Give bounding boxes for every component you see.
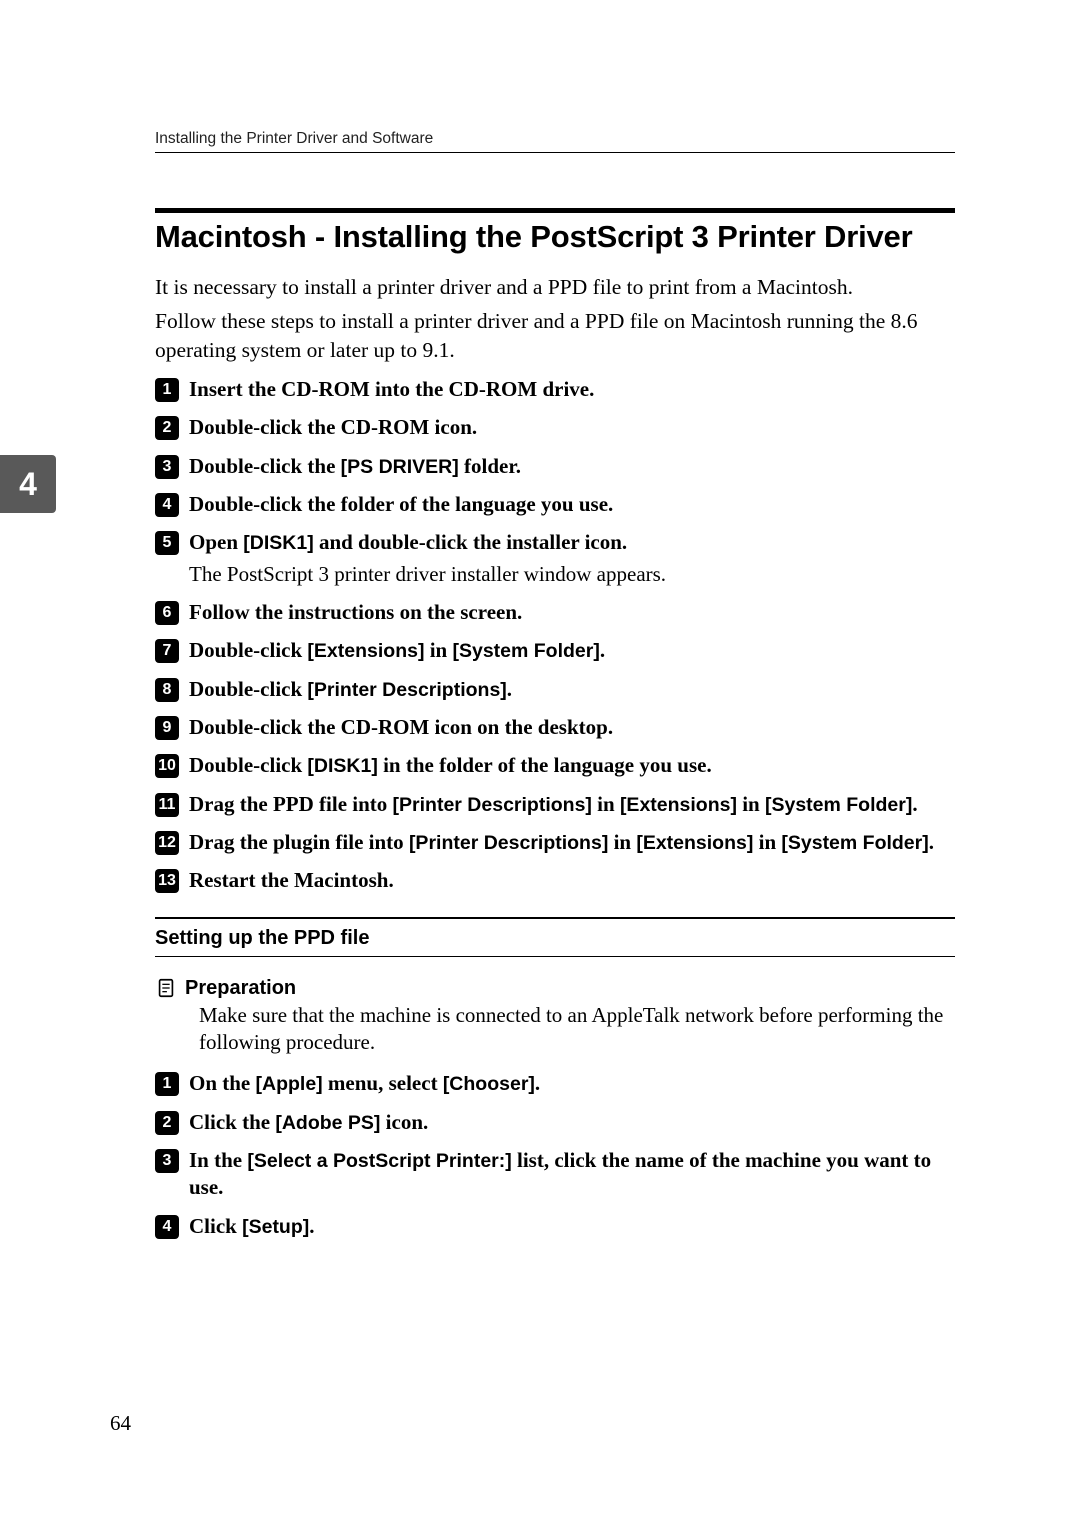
numbered-step: 10 Double-click [DISK1] in the folder of … [155,752,955,779]
ui-label: [Printer Descriptions] [409,832,608,854]
step-text: Open [DISK1] and double-click the instal… [189,529,627,556]
ui-label: [Extensions] [636,832,753,854]
head-rule [155,152,955,153]
numbered-step: 1 Insert the CD-ROM into the CD-ROM drive… [155,376,955,403]
step-number-badge: 2 [155,416,179,440]
ui-label: [System Folder] [765,794,912,816]
page-number: 64 [110,1411,131,1436]
step-text: Restart the Macintosh. [189,867,394,894]
numbered-step: 13 Restart the Macintosh. [155,867,955,894]
step-text: Double-click [DISK1] in the folder of th… [189,752,712,779]
numbered-step: 8 Double-click [Printer Descriptions]. [155,676,955,703]
running-head: Installing the Printer Driver and Softwa… [155,130,955,148]
step-number-badge: 8 [155,678,179,702]
step-text: Double-click the [PS DRIVER] folder. [189,453,521,480]
section-title: Macintosh - Installing the PostScript 3 … [155,219,955,255]
step-text: Double-click [Extensions] in [System Fol… [189,637,605,664]
preparation-label: Preparation [185,977,296,1000]
numbered-step: 12 Drag the plugin file into [Printer Des… [155,829,955,856]
step-text: Insert the CD-ROM into the CD-ROM drive. [189,376,594,403]
step-number-badge: 3 [155,1149,179,1173]
ui-label: [Apple] [256,1073,323,1095]
main-steps: 1 Insert the CD-ROM into the CD-ROM drive… [155,376,955,894]
step-text: Double-click the folder of the language … [189,491,613,518]
numbered-step: 4 Double-click the folder of the language… [155,491,955,518]
numbered-step: 5 Open [DISK1] and double-click the insta… [155,529,955,556]
subsection-title: Setting up the PPD file [155,927,955,950]
intro-paragraph-2: Follow these steps to install a printer … [155,307,955,364]
step-text: Drag the PPD file into [Printer Descript… [189,791,918,818]
subsection-rule-bottom [155,956,955,957]
step-number-badge: 6 [155,601,179,625]
ui-label: [Select a PostScript Printer:] [247,1150,511,1172]
step-number-badge: 13 [155,869,179,893]
preparation-icon [155,977,177,999]
ui-label: [Extensions] [307,640,424,662]
step-number-badge: 9 [155,716,179,740]
section-rule [155,208,955,213]
step-sub-text: The PostScript 3 printer driver installe… [189,561,955,588]
intro-paragraph-1: It is necessary to install a printer dri… [155,273,955,301]
ui-label: [System Folder] [452,640,599,662]
ui-label: [Extensions] [620,794,737,816]
numbered-step: 1 On the [Apple] menu, select [Chooser]. [155,1070,955,1097]
step-text: On the [Apple] menu, select [Chooser]. [189,1070,540,1097]
ui-label: [Setup] [242,1216,309,1238]
step-number-badge: 11 [155,793,179,817]
numbered-step: 11 Drag the PPD file into [Printer Descri… [155,791,955,818]
section-title-block: Macintosh - Installing the PostScript 3 … [155,208,955,255]
subsection-rule-top [155,917,955,919]
step-number-badge: 4 [155,493,179,517]
numbered-step: 2 Click the [Adobe PS] icon. [155,1109,955,1136]
step-text: In the [Select a PostScript Printer:] li… [189,1147,955,1202]
step-text: Click the [Adobe PS] icon. [189,1109,428,1136]
ui-label: [PS DRIVER] [341,456,459,478]
ui-label: [Printer Descriptions] [393,794,592,816]
ui-label: [Printer Descriptions] [307,679,506,701]
preparation-heading: Preparation [155,977,955,1000]
ui-label: [System Folder] [781,832,928,854]
step-text: Double-click the CD-ROM icon. [189,414,477,441]
numbered-step: 7 Double-click [Extensions] in [System Fo… [155,637,955,664]
page: Installing the Printer Driver and Softwa… [0,0,1080,1300]
numbered-step: 3 In the [Select a PostScript Printer:] l… [155,1147,955,1202]
numbered-step: 4 Click [Setup]. [155,1213,955,1240]
step-text: Follow the instructions on the screen. [189,599,522,626]
subsection: Setting up the PPD file Preparation Make… [155,917,955,1240]
ui-label: [DISK1] [243,532,313,554]
step-number-badge: 7 [155,639,179,663]
step-number-badge: 1 [155,378,179,402]
ui-label: [DISK1] [307,755,377,777]
step-number-badge: 2 [155,1111,179,1135]
step-number-badge: 3 [155,455,179,479]
step-text: Click [Setup]. [189,1213,315,1240]
step-text: Double-click the CD-ROM icon on the desk… [189,714,613,741]
step-text: Double-click [Printer Descriptions]. [189,676,512,703]
step-number-badge: 12 [155,831,179,855]
sub-steps: 1 On the [Apple] menu, select [Chooser]. 2… [155,1070,955,1240]
step-text: Drag the plugin file into [Printer Descr… [189,829,934,856]
preparation-body: Make sure that the machine is connected … [199,1002,955,1057]
ui-label: [Adobe PS] [275,1112,380,1134]
step-number-badge: 10 [155,754,179,778]
numbered-step: 2 Double-click the CD-ROM icon. [155,414,955,441]
step-number-badge: 1 [155,1072,179,1096]
step-number-badge: 5 [155,531,179,555]
step-number-badge: 4 [155,1215,179,1239]
ui-label: [Chooser] [443,1073,535,1095]
numbered-step: 3 Double-click the [PS DRIVER] folder. [155,453,955,480]
numbered-step: 6 Follow the instructions on the screen. [155,599,955,626]
numbered-step: 9 Double-click the CD-ROM icon on the des… [155,714,955,741]
